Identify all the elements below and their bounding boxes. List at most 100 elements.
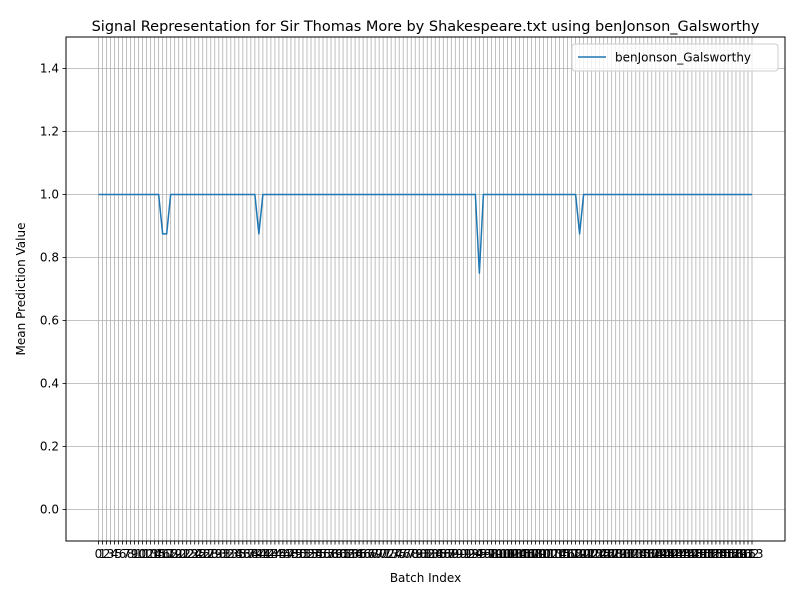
x-tick-label: 61 [335,547,350,561]
chart-title: Signal Representation for Sir Thomas Mor… [92,19,760,35]
x-tick-label: 155 [708,547,731,561]
x-tick-label: 134 [624,547,647,561]
x-tick-label: 91 [456,547,471,561]
x-tick-label: 15 [151,547,166,561]
x-tick-label: 95 [472,547,487,561]
y-tick-label: 0.4 [40,377,59,391]
x-tick-label: 9 [131,547,139,561]
x-tick-label: 4 [111,547,119,561]
y-tick-label: 1.2 [40,125,59,139]
x-tick-label: 10 [131,547,146,561]
x-tick-label: 3 [107,547,115,561]
x-tick-label: 141 [652,547,675,561]
x-tick-label: 125 [588,547,611,561]
x-tick-label: 146 [672,547,695,561]
y-tick-label: 1.0 [40,188,59,202]
x-tick-label: 8 [127,547,135,561]
x-tick-label: 88 [444,547,459,561]
x-tick-label: 138 [640,547,663,561]
x-tick-label: 59 [327,547,342,561]
x-tick-label: 1 [99,547,107,561]
x-tick-label: 49 [287,547,302,561]
x-tick-label: 144 [664,547,687,561]
x-tick-label: 70 [372,547,387,561]
x-tick-label: 48 [283,547,298,561]
x-tick-label: 45 [271,547,286,561]
x-tick-label: 128 [600,547,623,561]
x-tick-label: 137 [636,547,659,561]
y-tick-label: 0.0 [40,503,59,517]
y-tick-label: 0.2 [40,440,59,454]
x-tick-label: 86 [436,547,451,561]
x-tick-label: 30 [211,547,226,561]
x-tick-label: 101 [492,547,515,561]
x-tick-label: 56 [315,547,330,561]
x-tick-label: 69 [367,547,382,561]
x-tick-label: 72 [380,547,395,561]
x-tick-label: 58 [323,547,338,561]
x-tick-label: 32 [219,547,234,561]
x-tick-label: 159 [725,547,748,561]
x-tick-label: 24 [187,547,202,561]
x-tick-label: 27 [199,547,214,561]
x-tick-label: 23 [183,547,198,561]
x-tick-label: 97 [480,547,495,561]
x-tick-label: 108 [520,547,543,561]
x-tick-label: 160 [729,547,752,561]
x-tick-label: 75 [392,547,407,561]
y-tick-label: 1.4 [40,62,59,76]
x-tick-label: 110 [528,547,551,561]
x-tick-label: 39 [247,547,262,561]
x-tick-label: 162 [737,547,760,561]
legend: benJonson_Galsworthy [571,43,779,72]
x-tick-label: 124 [584,547,607,561]
x-tick-label: 150 [688,547,711,561]
x-tick-label: 83 [424,547,439,561]
legend-entry-label: benJonson_Galsworthy [615,51,751,65]
x-tick-label: 154 [704,547,727,561]
x-tick-label: 12 [139,547,154,561]
y-tick-label: 0.6 [40,314,59,328]
x-tick-label: 135 [628,547,651,561]
x-tick-label: 68 [363,547,378,561]
x-tick-label: 153 [700,547,723,561]
x-tick-label: 44 [267,547,282,561]
x-tick-label: 142 [656,547,679,561]
x-tick-label: 65 [351,547,366,561]
x-tick-label: 133 [620,547,643,561]
x-tick-label: 163 [741,547,764,561]
y-tick-label: 0.8 [40,251,59,265]
x-tick-label: 38 [243,547,258,561]
x-tick-label: 78 [404,547,419,561]
x-tick-label: 36 [235,547,250,561]
x-tick-label: 116 [552,547,575,561]
x-tick-label: 34 [227,547,242,561]
x-tick-label: 157 [716,547,739,561]
x-tick-label: 131 [612,547,635,561]
x-tick-label: 43 [263,547,278,561]
x-tick-label: 129 [604,547,627,561]
x-tick-label: 73 [384,547,399,561]
x-tick-label: 151 [692,547,715,561]
y-axis-ticks: 0.0 0.2 0.4 0.6 0.8 1.0 1.2 1.4 [40,62,66,517]
x-tick-label: 28 [203,547,218,561]
x-tick-label: 29 [207,547,222,561]
x-tick-label: 89 [448,547,463,561]
x-tick-label: 40 [251,547,266,561]
x-tick-label: 94 [468,547,483,561]
x-tick-label: 115 [548,547,571,561]
x-tick-label: 136 [632,547,655,561]
x-tick-label: 147 [676,547,699,561]
x-tick-label: 21 [175,547,190,561]
x-tick-label: 7 [123,547,131,561]
x-tick-label: 19 [167,547,182,561]
x-tick-label: 79 [408,547,423,561]
x-tick-label: 42 [259,547,274,561]
x-tick-label: 22 [179,547,194,561]
x-tick-label: 114 [544,547,567,561]
x-tick-label: 11 [135,547,150,561]
x-tick-label: 17 [159,547,174,561]
x-axis-ticks: 0123456789101112131415161718192021222324… [95,541,764,561]
x-tick-label: 71 [376,547,391,561]
x-tick-label: 55 [311,547,326,561]
